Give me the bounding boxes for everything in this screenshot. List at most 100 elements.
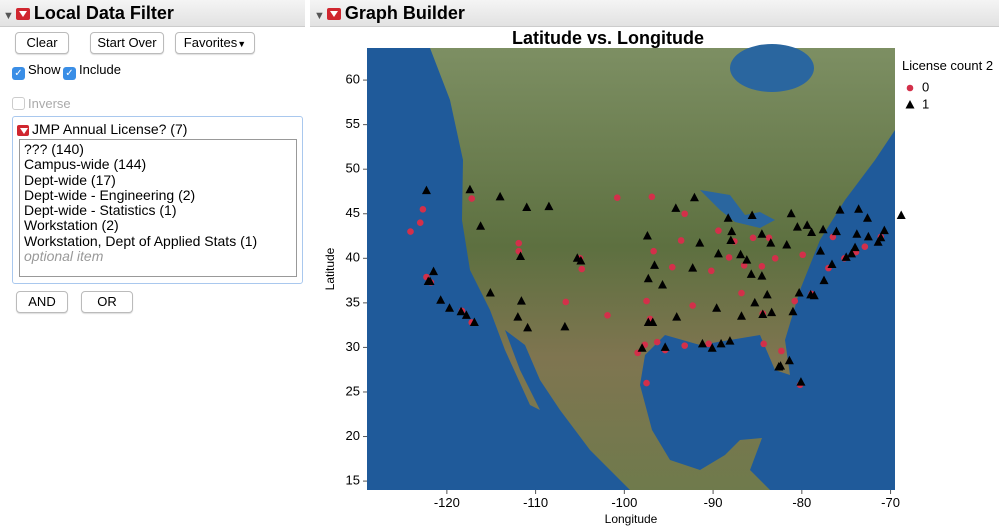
graph-header: ▼ Graph Builder — [310, 0, 999, 27]
filter-item[interactable]: Dept-wide - Statistics (1) — [24, 202, 177, 219]
or-button[interactable]: OR — [81, 291, 133, 313]
point — [750, 297, 760, 307]
point — [740, 262, 748, 269]
and-button[interactable]: AND — [16, 291, 68, 313]
filter-placeholder[interactable]: optional item — [24, 248, 104, 265]
point — [650, 260, 660, 269]
point — [485, 288, 495, 297]
include-label: Include — [79, 62, 121, 77]
point — [807, 227, 817, 236]
x-tick-label: -80 — [792, 495, 811, 510]
point — [847, 248, 857, 258]
filter-item[interactable]: Workstation, Dept of Applied Stats (1) — [24, 232, 258, 249]
start-over-button[interactable]: Start Over — [90, 32, 164, 54]
point — [831, 226, 841, 236]
point — [671, 203, 681, 212]
point — [643, 379, 650, 387]
favorites-button[interactable]: Favorites▼ — [175, 32, 255, 54]
inverse-checkbox[interactable]: Inverse — [12, 96, 71, 111]
point — [862, 213, 872, 222]
filter-item[interactable]: Campus-wide (144) — [24, 156, 147, 173]
point — [736, 311, 746, 320]
point — [560, 321, 570, 331]
point — [648, 193, 656, 201]
point — [513, 312, 523, 321]
point — [697, 338, 707, 348]
point — [416, 219, 424, 226]
y-tick-label: 40 — [346, 250, 360, 265]
point — [695, 238, 705, 247]
filter-item[interactable]: Dept-wide (17) — [24, 171, 116, 188]
point — [643, 297, 650, 305]
point — [515, 239, 523, 247]
point — [819, 275, 829, 285]
point — [726, 235, 736, 244]
point — [786, 208, 796, 218]
point — [516, 296, 526, 305]
point — [757, 229, 767, 238]
point — [736, 249, 746, 259]
point — [850, 242, 860, 252]
point — [712, 303, 722, 312]
point — [476, 221, 486, 230]
point — [705, 340, 712, 348]
point — [604, 312, 611, 319]
legend-label: 1 — [922, 96, 929, 111]
y-tick-label: 25 — [346, 383, 360, 398]
point — [879, 225, 889, 235]
point — [767, 307, 777, 317]
point — [419, 205, 427, 213]
point — [681, 342, 688, 349]
filter-item[interactable]: ??? (140) — [24, 141, 84, 157]
y-tick-label: 55 — [346, 116, 360, 131]
filter-title: Local Data Filter — [33, 3, 174, 23]
point — [421, 185, 431, 195]
point — [788, 306, 798, 316]
filter-item[interactable]: Dept-wide - Engineering (2) — [24, 186, 196, 203]
point — [809, 290, 819, 300]
point — [544, 201, 554, 211]
point — [681, 210, 688, 218]
point — [707, 343, 717, 352]
point — [792, 222, 802, 231]
point — [771, 255, 779, 262]
legend-label: 0 — [922, 79, 929, 94]
point — [723, 213, 733, 222]
point — [758, 309, 768, 318]
point — [778, 347, 785, 355]
legend-marker — [906, 84, 914, 92]
clear-button[interactable]: Clear — [15, 32, 69, 54]
inverse-label: Inverse — [28, 96, 71, 111]
point — [637, 343, 647, 352]
filter-name[interactable]: JMP Annual License? (7) — [32, 121, 188, 137]
filter-box: JMP Annual License? (7) ??? (140) Campus-… — [12, 116, 303, 284]
point — [407, 228, 414, 235]
point — [794, 288, 804, 297]
map-land — [430, 48, 895, 490]
point — [660, 342, 670, 351]
point — [461, 310, 471, 319]
point — [688, 263, 698, 272]
point — [727, 226, 737, 236]
include-checkbox[interactable]: ✓ Include — [63, 62, 121, 80]
point — [791, 297, 799, 305]
point — [658, 280, 668, 289]
point — [562, 298, 570, 306]
point — [668, 263, 676, 271]
filter-list: ??? (140) Campus-wide (144) Dept-wide (17)… — [19, 139, 297, 277]
point — [677, 237, 685, 244]
point — [827, 259, 837, 269]
show-checkbox[interactable]: ✓ Show — [12, 62, 61, 80]
chart-title: Latitude vs. Longitude — [512, 28, 704, 48]
point — [689, 302, 696, 309]
point — [841, 252, 851, 261]
point — [774, 362, 784, 371]
filter-header: ▼ Local Data Filter — [0, 0, 305, 27]
point — [578, 265, 586, 273]
point — [653, 338, 661, 346]
point — [715, 227, 722, 234]
point — [784, 355, 794, 365]
favorites-label: Favorites — [183, 35, 238, 50]
filter-item[interactable]: Workstation (2) — [24, 217, 119, 234]
x-axis-label: Longitude — [605, 512, 658, 526]
